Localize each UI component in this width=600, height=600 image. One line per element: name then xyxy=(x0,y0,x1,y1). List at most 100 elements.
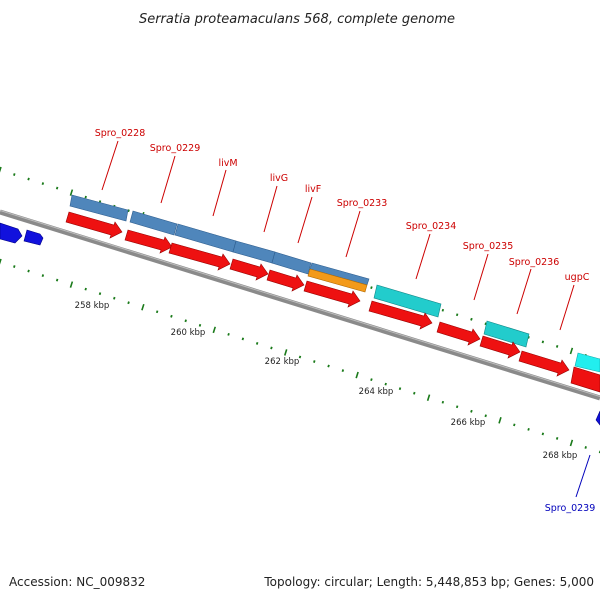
inner-ring-tick xyxy=(98,292,102,296)
cds-spro-0239[interactable] xyxy=(595,410,600,426)
cds-spro-0236[interactable] xyxy=(479,335,521,359)
outer-ring-tick xyxy=(470,317,473,321)
cds-spro-0233[interactable] xyxy=(303,280,361,308)
gene-label-ugpc[interactable]: ugpC xyxy=(565,272,590,283)
cds-spro-0237[interactable] xyxy=(518,350,570,377)
inner-ring-tick xyxy=(584,446,587,449)
outer-ring-tick xyxy=(69,189,74,196)
blast-hit-livf[interactable] xyxy=(271,251,312,275)
outer-ring-tick xyxy=(541,340,545,344)
cds-spro-0228[interactable] xyxy=(65,211,123,239)
forward-cds-track xyxy=(65,211,600,393)
gene-label-spro-0239[interactable]: Spro_0239 xyxy=(545,503,596,514)
inner-ring-tick xyxy=(470,409,473,413)
map-title: Serratia proteamaculans 568, complete ge… xyxy=(139,12,455,27)
blast-hit-spro-0229[interactable] xyxy=(129,210,178,236)
blast-hit-spro-0234[interactable] xyxy=(373,284,442,318)
gene-label-spro-0229[interactable]: Spro_0229 xyxy=(150,143,201,154)
inner-ring-tick xyxy=(341,369,345,372)
scale-label-268: 268 kbp xyxy=(543,451,578,461)
cds-ugpc[interactable] xyxy=(570,366,600,393)
inner-ring-tick xyxy=(55,278,59,282)
inner-ring-tick xyxy=(384,382,387,386)
scale-label-258: 258 kbp xyxy=(75,301,110,311)
outer-ring-tick xyxy=(127,209,130,213)
outer-ring-tick xyxy=(0,166,2,173)
scale-label-266: 266 kbp xyxy=(451,418,486,428)
inner-ring-tick xyxy=(298,355,302,359)
outer-ring-tick xyxy=(569,347,574,355)
inner-ring-tick xyxy=(441,400,445,404)
leader-spro-0234 xyxy=(415,233,431,280)
genome-backbone xyxy=(0,209,600,401)
inner-ring-tick xyxy=(569,439,574,447)
blast-hit-spro-0236[interactable] xyxy=(483,320,530,348)
inner-ring-tick xyxy=(127,301,130,305)
blast-hit-spro-0228[interactable] xyxy=(69,194,129,222)
inner-ring-tick xyxy=(484,414,487,418)
gene-label-leaders xyxy=(101,140,591,498)
gene-label-spro-0234[interactable]: Spro_0234 xyxy=(406,221,457,232)
outer-ring-tick xyxy=(370,286,373,290)
inner-ring-tick xyxy=(212,326,217,334)
gene-label-spro-0236[interactable]: Spro_0236 xyxy=(509,257,560,268)
inner-ring-tick xyxy=(241,337,245,341)
leader-spro-0229 xyxy=(160,155,176,204)
genome-summary-text: Topology: circular; Length: 5,448,853 bp… xyxy=(263,575,594,589)
cds-spro-0234[interactable] xyxy=(368,300,433,330)
leader-spro-0235 xyxy=(473,253,489,301)
inner-ring-tick xyxy=(370,378,373,382)
inner-ring-tick xyxy=(527,427,530,431)
gene-labels: Spro_0228 Spro_0229 livM livG livF Spro_… xyxy=(95,128,596,514)
inner-ring-tick xyxy=(555,437,559,440)
gene-label-livf[interactable]: livF xyxy=(305,184,321,195)
cds-livg[interactable] xyxy=(229,258,269,281)
inner-ring-tick xyxy=(413,391,416,395)
inner-tick-ring xyxy=(0,258,600,454)
genome-backbone-highlight xyxy=(0,210,600,397)
accession-text: Accession: NC_009832 xyxy=(9,575,145,589)
outer-ring-tick xyxy=(455,313,459,317)
inner-ring-tick xyxy=(155,310,159,314)
inner-ring-tick xyxy=(313,360,316,363)
inner-ring-tick xyxy=(398,387,402,391)
inner-ring-tick xyxy=(355,371,359,379)
outer-ring-tick xyxy=(84,195,87,199)
cds-reverse-left-1[interactable] xyxy=(0,222,23,244)
inner-ring-tick xyxy=(270,346,273,350)
inner-ring-tick xyxy=(84,287,87,291)
blast-hit-livg[interactable] xyxy=(232,240,276,264)
scale-label-262: 262 kbp xyxy=(265,357,300,367)
gene-label-spro-0233[interactable]: Spro_0233 xyxy=(337,198,388,209)
cds-livf[interactable] xyxy=(266,269,305,292)
leader-livg xyxy=(263,185,278,233)
cds-livm[interactable] xyxy=(168,242,231,271)
inner-ring-tick xyxy=(113,296,116,300)
reverse-cds-track xyxy=(0,222,600,426)
inner-ring-tick xyxy=(141,303,145,311)
leader-livm xyxy=(212,169,227,217)
gene-label-spro-0235[interactable]: Spro_0235 xyxy=(463,241,514,252)
inner-ring-tick xyxy=(513,423,516,427)
inner-ring-tick xyxy=(227,332,230,336)
inner-ring-tick xyxy=(13,265,16,268)
leader-spro-0236 xyxy=(516,268,532,315)
gene-label-spro-0228[interactable]: Spro_0228 xyxy=(95,128,146,139)
gene-label-livg[interactable]: livG xyxy=(270,173,288,184)
cds-spro-0235[interactable] xyxy=(436,321,481,346)
blast-hit-ugpc[interactable] xyxy=(574,352,600,373)
inner-ring-tick xyxy=(69,281,74,288)
inner-ring-tick xyxy=(27,269,30,273)
leader-spro-0233 xyxy=(345,210,361,258)
outer-ring-tick xyxy=(41,182,45,185)
inner-ring-tick xyxy=(184,319,187,323)
inner-ring-tick xyxy=(255,342,259,345)
inner-ring-tick xyxy=(541,432,545,436)
gene-label-livm[interactable]: livM xyxy=(218,158,237,169)
outer-ring-tick xyxy=(555,345,559,348)
leader-livf xyxy=(297,196,313,244)
blast-hit-spro-0233-orange[interactable] xyxy=(307,268,368,293)
inner-ring-tick xyxy=(426,394,431,402)
cds-spro-0229[interactable] xyxy=(124,229,173,254)
cds-reverse-left-2[interactable] xyxy=(23,229,44,246)
